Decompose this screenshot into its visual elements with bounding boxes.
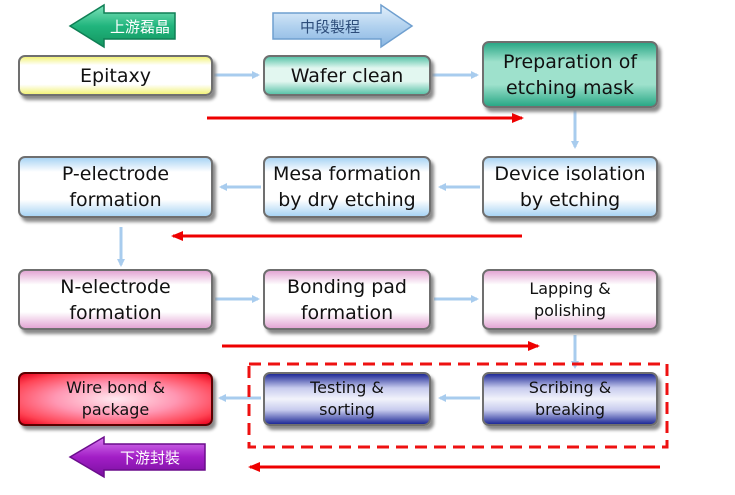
step-n-electrode-label: N-electrode formation — [60, 275, 171, 324]
upstream-tag-arrow — [68, 3, 176, 49]
step-device-isolation-label: Device isolation by etching — [494, 163, 646, 211]
downstream-tag-arrow — [68, 435, 206, 479]
step-wire-bond-package-label: Wire bond & package — [66, 378, 165, 419]
step-p-electrode: P-electrode formation — [18, 156, 213, 218]
step-wafer-clean: Wafer clean — [263, 55, 431, 96]
step-bonding-pad: Bonding pad formation — [263, 269, 431, 330]
step-testing-sorting-label: Testing & sorting — [310, 378, 384, 419]
downstream-tag-label: 下游封裝 — [120, 449, 180, 467]
midstream-tag-arrow — [272, 3, 414, 49]
step-n-electrode: N-electrode formation — [18, 269, 213, 330]
step-mesa-formation: Mesa formation by dry etching — [263, 156, 431, 218]
step-p-electrode-label: P-electrode formation — [61, 163, 170, 211]
upstream-tag-label: 上游磊晶 — [110, 18, 170, 36]
step-wire-bond-package: Wire bond & package — [18, 372, 213, 426]
step-lapping-polishing-label: Lapping & polishing — [529, 278, 611, 320]
step-epitaxy: Epitaxy — [18, 55, 213, 96]
step-bonding-pad-label: Bonding pad formation — [287, 275, 407, 324]
step-wafer-clean-label: Wafer clean — [290, 64, 404, 87]
dashed-frame-scribing-testing — [247, 362, 669, 449]
step-scribing-breaking: Scribing & breaking — [482, 372, 658, 426]
step-etching-mask: Preparation of etching mask — [482, 41, 658, 108]
step-epitaxy-label: Epitaxy — [80, 64, 151, 87]
step-etching-mask-label: Preparation of etching mask — [502, 50, 638, 99]
step-device-isolation: Device isolation by etching — [482, 156, 658, 218]
step-lapping-polishing: Lapping & polishing — [482, 269, 658, 330]
step-testing-sorting: Testing & sorting — [263, 372, 431, 426]
midstream-tag-label: 中段製程 — [300, 18, 360, 36]
step-mesa-formation-label: Mesa formation by dry etching — [272, 163, 421, 211]
step-scribing-breaking-label: Scribing & breaking — [528, 378, 612, 419]
